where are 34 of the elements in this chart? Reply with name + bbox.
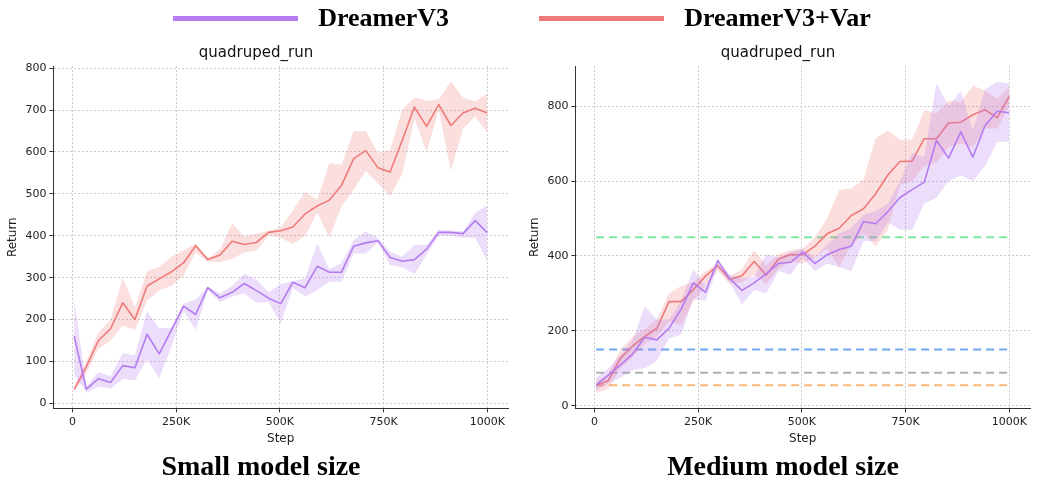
x-tick-label: 0 xyxy=(68,414,76,428)
x-tick-label: 500K xyxy=(787,414,817,428)
y-tick-label: 100 xyxy=(25,354,47,368)
y-tick-label: 400 xyxy=(25,228,47,242)
x-tick-label: 1000K xyxy=(991,414,1028,428)
y-tick-label: 800 xyxy=(25,60,47,74)
x-tick-label: 250K xyxy=(684,414,714,428)
x-tick-label: 250K xyxy=(162,414,192,428)
y-tick-label: 200 xyxy=(25,312,47,326)
x-tick-label: 750K xyxy=(369,414,399,428)
y-tick-label: 200 xyxy=(547,323,569,337)
x-axis-title: Step xyxy=(789,430,817,445)
y-axis-title: Return xyxy=(5,217,20,258)
chart-title: quadruped_run xyxy=(198,42,314,62)
y-tick-label: 400 xyxy=(547,248,569,262)
chart-title: quadruped_run xyxy=(720,42,836,62)
y-tick-label: 800 xyxy=(547,98,569,112)
x-tick-label: 500K xyxy=(265,414,295,428)
x-tick-label: 1000K xyxy=(469,414,506,428)
text: Small model size xyxy=(160,450,362,482)
y-axis-title: Return xyxy=(527,217,542,258)
y-tick-label: 0 xyxy=(561,398,569,412)
legend-label: DreamerV3+Var xyxy=(684,3,871,33)
y-tick-label: 700 xyxy=(25,102,47,116)
y-tick-label: 0 xyxy=(39,396,47,410)
x-tick-label: 0 xyxy=(590,414,598,428)
y-tick-label: 300 xyxy=(25,270,47,284)
y-tick-label: 500 xyxy=(25,186,47,200)
x-axis-title: Step xyxy=(267,430,295,445)
y-tick-label: 600 xyxy=(25,144,47,158)
text: Medium model size xyxy=(666,450,900,482)
legend-label: DreamerV3 xyxy=(318,3,450,33)
y-tick-label: 600 xyxy=(547,173,569,187)
x-tick-label: 750K xyxy=(891,414,921,428)
